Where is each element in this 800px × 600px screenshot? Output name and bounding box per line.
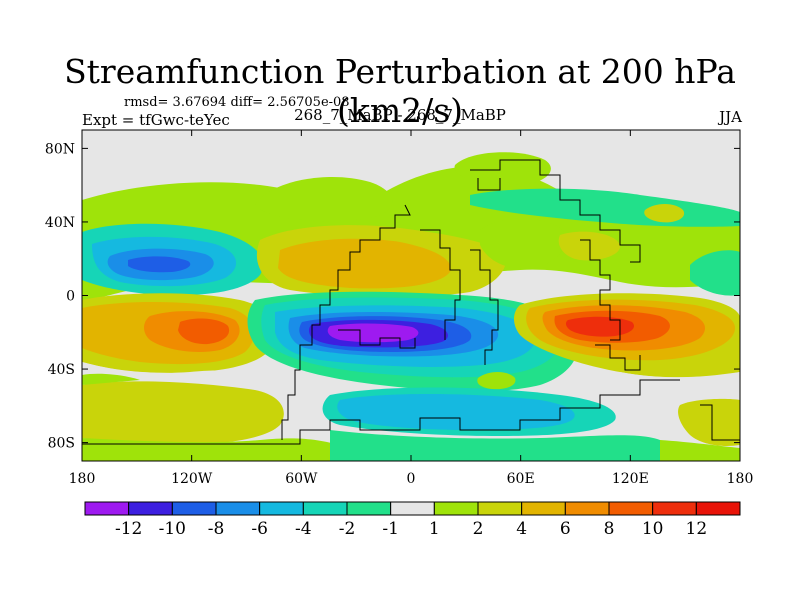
y-tick-label: 40S bbox=[48, 362, 75, 378]
x-tick-label: 120W bbox=[171, 471, 213, 487]
coastline-australia bbox=[595, 344, 641, 371]
colorbar-swatch bbox=[302, 501, 348, 516]
contour-s-green-mid bbox=[477, 372, 516, 390]
season-label: JJA bbox=[719, 108, 742, 126]
y-tick-label: 80N bbox=[45, 141, 75, 157]
colorbar-swatch bbox=[390, 501, 435, 516]
colorbar-swatch bbox=[521, 501, 566, 516]
coastline-africa-east bbox=[470, 249, 499, 365]
contour-sind-neg-4 bbox=[337, 394, 575, 430]
experiment-label: Expt = tfGwc-teYec bbox=[82, 111, 230, 129]
contour-se-yellow bbox=[678, 398, 740, 446]
colorbar-label: 1 bbox=[429, 519, 440, 539]
contour-se-green-bottom bbox=[660, 440, 740, 461]
case-difference-label: 268_7_MaBP - 268_7_MaBP bbox=[294, 106, 506, 124]
y-tick-label: 40N bbox=[45, 215, 75, 231]
coastline-asia-south bbox=[580, 239, 621, 341]
colorbar-swatch bbox=[695, 501, 741, 516]
y-tick-label: 80S bbox=[48, 436, 75, 452]
contour-north-gray-1 bbox=[82, 150, 740, 197]
contour-pac-green-right bbox=[690, 250, 740, 296]
coastline-africa-west bbox=[420, 229, 461, 340]
contour-ind-pos-10 bbox=[565, 316, 635, 337]
rmsd-diff-label: rmsd= 3.67694 diff= 2.56705e-08 bbox=[124, 95, 350, 110]
colorbar-label: 4 bbox=[516, 519, 527, 539]
colorbar-swatch bbox=[84, 501, 130, 516]
coastline-antarctica bbox=[82, 379, 680, 445]
colorbar-label: 8 bbox=[604, 519, 615, 539]
colorbar-label: 6 bbox=[560, 519, 571, 539]
colorbar-swatch bbox=[608, 501, 654, 516]
colorbar-label: 10 bbox=[642, 519, 664, 539]
x-tick-label: 180 bbox=[69, 471, 96, 487]
contour-s-yellow-left bbox=[82, 381, 284, 445]
colorbar-label: -1 bbox=[382, 519, 399, 539]
y-tick-label: 0 bbox=[66, 289, 75, 305]
colorbar-swatch bbox=[346, 501, 392, 516]
contour-sind-green bbox=[330, 430, 660, 461]
contour-se-gray bbox=[620, 372, 740, 394]
contour-ne-yellow bbox=[644, 204, 685, 223]
streamfunction-field bbox=[82, 130, 740, 461]
colorbar-label: -10 bbox=[159, 519, 186, 539]
x-tick-label: 60W bbox=[285, 471, 318, 487]
contour-s-green-left bbox=[82, 373, 140, 385]
colorbar-swatch bbox=[477, 501, 523, 516]
x-tick-label: 180 bbox=[727, 471, 754, 487]
colorbar-label: -2 bbox=[339, 519, 356, 539]
colorbar-swatch bbox=[433, 501, 479, 516]
map-axes: 180 120W 60W 0 60E 120E 180 80N 40N 0 40S 80S bbox=[45, 130, 753, 487]
colorbar-swatch bbox=[564, 501, 610, 516]
contour-spac-pos-8 bbox=[178, 318, 230, 345]
contour-natl-pos-4 bbox=[278, 238, 451, 289]
colorbar-label: -4 bbox=[295, 519, 312, 539]
contour-green-blob-nw bbox=[255, 176, 393, 222]
colorbar-swatch bbox=[128, 501, 173, 516]
colorbar-label: 12 bbox=[686, 519, 708, 539]
colorbar-swatch bbox=[259, 501, 304, 516]
contour-npac-neg-8 bbox=[128, 256, 191, 273]
colorbar-label: 2 bbox=[473, 519, 484, 539]
x-tick-label: 60E bbox=[507, 471, 535, 487]
colorbar-label: -6 bbox=[251, 519, 268, 539]
contour-natl-green-east bbox=[480, 218, 566, 269]
x-tick-label: 120E bbox=[612, 471, 649, 487]
x-tick-label: 0 bbox=[407, 471, 416, 487]
coastline-americas bbox=[281, 204, 411, 440]
coastline-greenland bbox=[477, 178, 501, 191]
colorbar: -12 -10 -8 -6 -4 -2 -1 1 2 4 6 8 10 12 bbox=[84, 501, 741, 539]
plot-title: Streamfunction Perturbation at 200 hPa (… bbox=[64, 52, 736, 130]
colorbar-label: -12 bbox=[115, 519, 142, 539]
colorbar-swatch bbox=[215, 501, 261, 516]
coastline-sam-east bbox=[338, 329, 416, 349]
contour-yellow-asia bbox=[558, 231, 621, 261]
colorbar-label: -8 bbox=[208, 519, 225, 539]
coastline-nz bbox=[700, 404, 740, 441]
colorbar-swatch bbox=[652, 501, 697, 516]
coastline-eurasia bbox=[470, 159, 641, 263]
contour-satl-neg-12 bbox=[327, 323, 419, 343]
coastlines bbox=[82, 159, 740, 445]
colorbar-swatch bbox=[171, 501, 217, 516]
